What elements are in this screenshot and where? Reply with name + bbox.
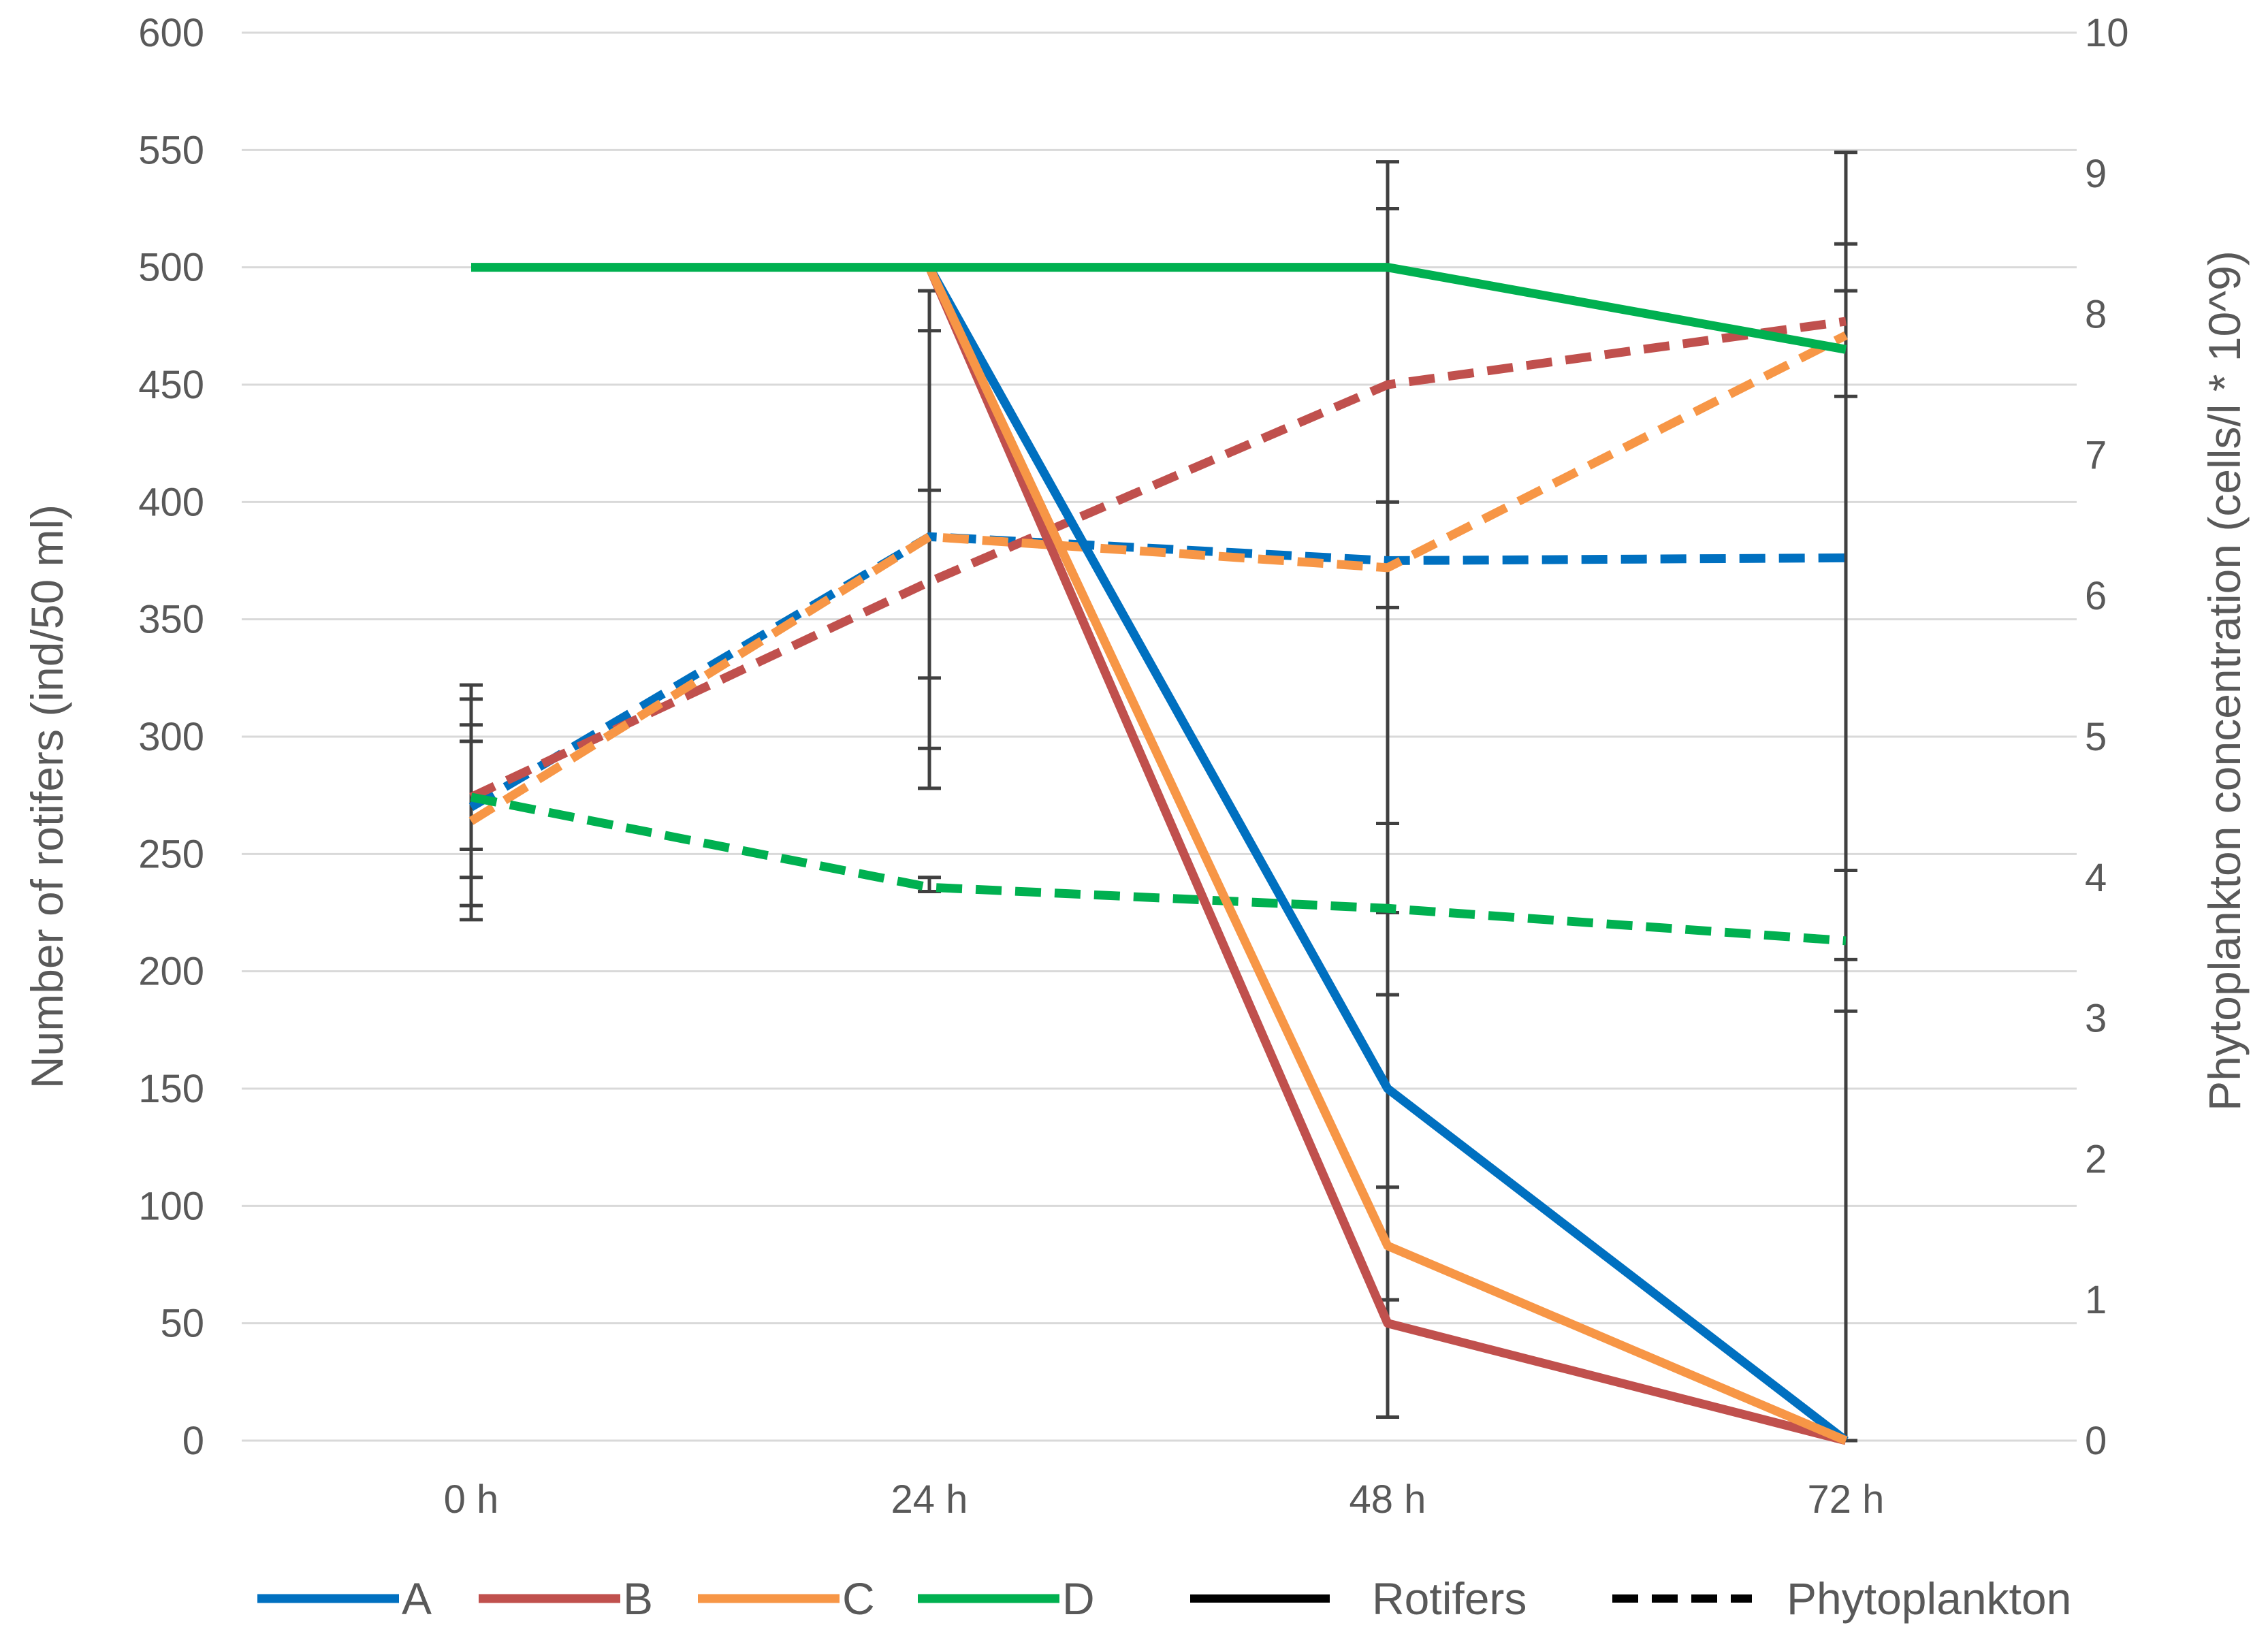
legend-label: Rotifers: [1372, 1573, 1527, 1624]
right-tick-label: 4: [2085, 856, 2107, 900]
left-axis-title: Number of rotifers (ind/50 ml): [22, 504, 72, 1089]
legend-style-phytoplankton: Phytoplankton: [1612, 1573, 2071, 1624]
error-bar: [1834, 394, 1857, 1443]
left-tick-label: 400: [138, 480, 204, 524]
x-tick-label: 48 h: [1349, 1477, 1426, 1522]
left-tick-label: 300: [138, 715, 204, 759]
gridlines: [242, 31, 2077, 1442]
legend-item-a: A: [257, 1573, 432, 1624]
left-tick-label: 450: [138, 363, 204, 407]
left-tick-label: 250: [138, 832, 204, 876]
legend-label: C: [842, 1573, 875, 1624]
legend-label: B: [623, 1573, 653, 1624]
left-tick-label: 100: [138, 1184, 204, 1228]
left-tick-label: 600: [138, 11, 204, 55]
right-tick-label: 10: [2085, 11, 2129, 55]
right-axis-title: Phytoplankton concentration (cells/l * 1…: [2199, 251, 2250, 1111]
series-line-c-rotifers: [925, 265, 1848, 1445]
left-tick-label: 150: [138, 1067, 204, 1111]
error-bar: [918, 488, 941, 680]
right-tick-label: 6: [2085, 574, 2107, 618]
left-tick-label: 550: [138, 128, 204, 172]
x-tick-label: 24 h: [891, 1477, 968, 1522]
x-tick-label: 0 h: [444, 1477, 499, 1522]
legend-item-c: C: [698, 1573, 875, 1624]
x-tick-label: 72 h: [1808, 1477, 1885, 1522]
series-line-d-rotifers: [471, 263, 1847, 354]
left-tick-label: 50: [160, 1302, 204, 1346]
right-tick-label: 8: [2085, 293, 2107, 337]
series-line-b-phytoplankton: [469, 317, 1847, 801]
right-tick-label: 1: [2085, 1278, 2107, 1322]
series-line-c-phytoplankton: [468, 331, 1848, 825]
legend-item-d: D: [918, 1573, 1095, 1624]
right-tick-label: 3: [2085, 997, 2107, 1041]
left-tick-label: 0: [182, 1419, 204, 1463]
right-tick-label: 7: [2085, 433, 2107, 477]
x-axis-ticks: 0 h 24 h 48 h 72 h: [444, 1477, 1885, 1522]
error-bar: [1376, 605, 1399, 997]
series-line-b-rotifers: [925, 266, 1847, 1445]
left-tick-label: 200: [138, 950, 204, 994]
legend-item-b: B: [479, 1573, 653, 1624]
legend: A B C D Rotifers Phytoplankton: [257, 1573, 2071, 1624]
right-tick-label: 5: [2085, 715, 2107, 759]
right-axis-ticks: 0 1 2 3 4 5 6 7 8 9 10: [2085, 11, 2129, 1463]
legend-label: D: [1062, 1573, 1095, 1624]
legend-style-rotifers: Rotifers: [1190, 1573, 1527, 1624]
right-tick-label: 0: [2085, 1419, 2107, 1463]
error-bar: [1376, 822, 1399, 914]
legend-label: A: [402, 1573, 432, 1624]
series-line-a-rotifers: [925, 265, 1849, 1445]
series-lines: [468, 263, 1849, 1445]
right-tick-label: 9: [2085, 152, 2107, 196]
right-tick-label: 2: [2085, 1137, 2107, 1181]
legend-label: Phytoplankton: [1787, 1573, 2071, 1624]
series-line-d-phytoplankton: [470, 792, 1847, 946]
left-axis-ticks: 0 50 100 150 200 250 300 350 400 450 500 550 600: [138, 11, 204, 1463]
left-tick-label: 500: [138, 246, 204, 290]
left-tick-label: 350: [138, 598, 204, 642]
